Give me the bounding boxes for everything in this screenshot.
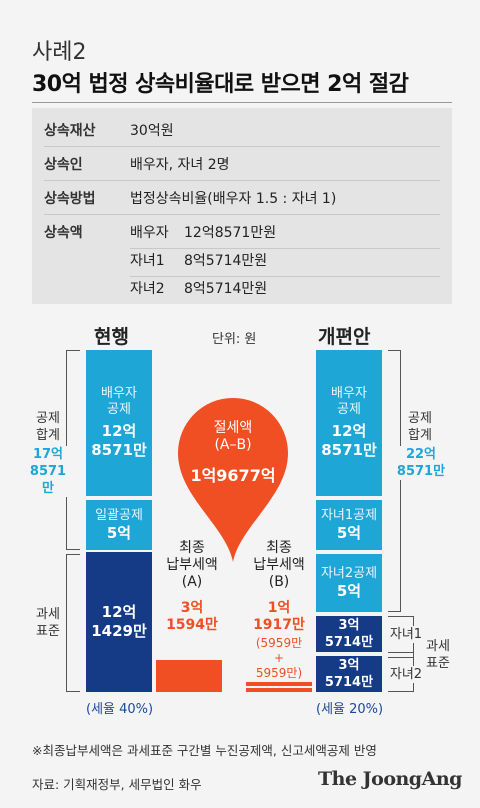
info-divider	[44, 146, 440, 147]
reform-spouse-deduction-bar: 배우자 공제 12억 8571만	[316, 350, 382, 496]
reform-taxbase-child2-bar: 3억 5714만	[316, 654, 382, 692]
final-tax-b-bar-part1	[246, 682, 312, 686]
inheritance-child2-label: 자녀2	[130, 281, 165, 297]
reform-child2-deduction-bar: 자녀2공제 5억	[316, 552, 382, 612]
bracket-tick	[388, 652, 414, 653]
page-title: 30억 법정 상속비율대로 받으면 2억 절감	[32, 72, 409, 97]
reform-spouse-deduction-label: 배우자 공제	[331, 386, 367, 417]
info-value-estate: 30억원	[130, 123, 174, 139]
current-deduction-total-label: 공제 합계	[30, 410, 66, 444]
current-spouse-deduction-value: 12억 8571만	[91, 422, 147, 459]
inheritance-child2-amount: 8억5714만원	[184, 281, 268, 297]
source-credit: 자료: 기획재정부, 세무법인 화우	[32, 777, 202, 792]
current-lump-deduction-bar: 일괄공제 5억	[86, 498, 152, 550]
reform-child1-deduction-value: 5억	[336, 523, 362, 542]
bracket-tick	[388, 657, 414, 658]
current-taxbase-bar: 12억 1429만	[86, 552, 152, 692]
savings-value: 1억9677억	[190, 466, 276, 485]
info-key-estate: 상속재산	[44, 123, 96, 139]
bracket-tick	[66, 554, 80, 555]
final-tax-b-title: 최종 납부세액 (B)	[253, 540, 305, 590]
footnote: ※최종납부세액은 과세표준 구간별 누진공제액, 신고세액공제 반영	[32, 743, 377, 758]
current-tax-rate: (세율 40%)	[86, 702, 154, 717]
bracket-tick	[388, 350, 401, 351]
publisher-logo: The JoongAng	[318, 768, 462, 790]
current-taxbase-label: 과세 표준	[30, 606, 66, 640]
reform-child2-tag: 자녀2	[386, 666, 426, 683]
bracket-tick	[66, 549, 80, 550]
current-spouse-deduction-label: 배우자 공제	[101, 386, 137, 417]
reform-taxbase-bracket	[413, 616, 414, 692]
bracket-tick	[388, 616, 414, 617]
info-divider	[44, 180, 440, 181]
reform-child1-deduction-bar: 자녀1공제 5억	[316, 498, 382, 550]
reform-taxbase-child1-value: 3억 5714만	[324, 618, 374, 650]
final-tax-b-breakdown: (5959만 + 5959만)	[255, 636, 303, 680]
info-key-heirs: 상속인	[44, 157, 83, 173]
final-tax-a-bar	[156, 660, 222, 692]
reform-child2-deduction-label: 자녀2공제	[320, 565, 378, 581]
unit-label: 단위: 원	[212, 332, 257, 347]
info-key-inheritance: 상속액	[44, 225, 83, 241]
reform-child1-tag: 자녀1	[386, 626, 426, 643]
current-deduction-total-value: 17억 8571만	[24, 446, 72, 497]
reform-taxbase-label: 과세 표준	[426, 639, 450, 671]
final-tax-b-value: 1억 1917만	[253, 600, 305, 633]
info-divider	[44, 214, 440, 215]
reform-taxbase-child1-bar: 3억 5714만	[316, 614, 382, 652]
title-divider	[32, 102, 452, 103]
savings-label: 절세액 (A–B)	[213, 420, 253, 453]
bracket-tick	[388, 691, 414, 692]
bracket-tick	[66, 691, 80, 692]
current-lump-deduction-value: 5억	[106, 523, 132, 542]
reform-child1-deduction-label: 자녀1공제	[320, 507, 378, 523]
reform-deduction-total-value: 22억 8571만	[396, 446, 446, 480]
current-lump-deduction-label: 일괄공제	[95, 507, 143, 523]
reform-deduction-total-label: 공제 합계	[402, 410, 438, 444]
final-tax-a-title: 최종 납부세액 (A)	[166, 540, 218, 590]
inheritance-child1-amount: 8억5714만원	[184, 253, 268, 269]
reform-deduction-bracket	[400, 350, 401, 612]
info-value-method: 법정상속비율(배우자 1.5 : 자녀 1)	[130, 191, 337, 207]
bracket-tick	[66, 350, 80, 351]
final-tax-b-bar-part2	[246, 688, 312, 692]
info-value-heirs: 배우자, 자녀 2명	[130, 157, 230, 173]
info-divider	[130, 276, 440, 277]
reform-taxbase-child2-value: 3억 5714만	[324, 658, 374, 690]
reform-child2-deduction-value: 5억	[336, 581, 362, 600]
info-table: 상속재산 30억원 상속인 배우자, 자녀 2명 상속방법 법정상속비율(배우자…	[32, 108, 452, 304]
current-taxbase-bracket	[66, 554, 67, 692]
inheritance-spouse-label: 배우자	[130, 225, 169, 241]
info-key-method: 상속방법	[44, 191, 96, 207]
final-tax-a-value: 3억 1594만	[166, 600, 218, 633]
current-spouse-deduction-bar: 배우자 공제 12억 8571만	[86, 350, 152, 496]
current-column-title: 현행	[94, 326, 129, 348]
reform-tax-rate: (세율 20%)	[316, 702, 384, 717]
current-taxbase-value: 12억 1429만	[91, 603, 147, 640]
bracket-tick	[388, 611, 401, 612]
inheritance-child1-label: 자녀1	[130, 253, 165, 269]
info-divider	[130, 248, 440, 249]
case-label: 사례2	[32, 40, 87, 65]
reform-column-title: 개편안	[318, 326, 371, 348]
inheritance-spouse-amount: 12억8571만원	[184, 225, 277, 241]
reform-spouse-deduction-value: 12억 8571만	[321, 422, 377, 459]
savings-pin-icon	[178, 398, 288, 562]
